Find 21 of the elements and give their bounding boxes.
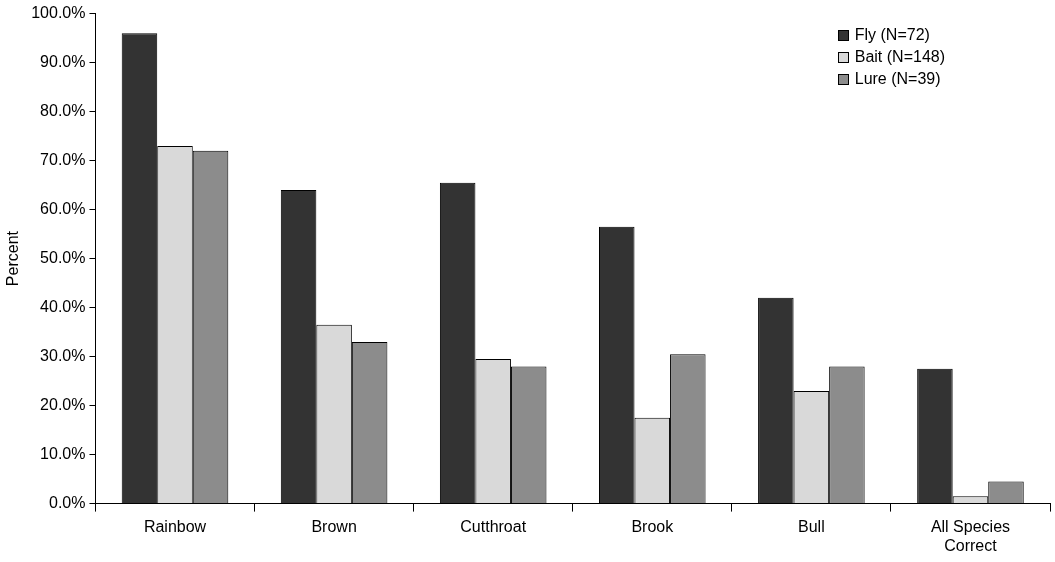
x-tick-label: Brown xyxy=(311,517,357,535)
y-tick-label: 50.0% xyxy=(40,249,86,267)
legend-label: Bait (N=148) xyxy=(854,47,945,67)
y-axis-title: Percent xyxy=(4,230,22,287)
x-tick-label: Cutthroat xyxy=(460,517,527,535)
y-tick-label: 80.0% xyxy=(40,102,86,120)
x-tick-label: Rainbow xyxy=(143,517,207,535)
y-tick-label: 40.0% xyxy=(40,298,86,316)
y-tick-label: 20.0% xyxy=(40,396,86,414)
legend-label: Lure (N=39) xyxy=(854,69,941,89)
y-tick-label: 0.0% xyxy=(49,494,86,512)
x-tick-label: Brook xyxy=(631,517,675,535)
y-tick-label: 70.0% xyxy=(40,151,86,169)
y-tick-label: 30.0% xyxy=(40,347,86,365)
y-tick-label: 60.0% xyxy=(40,200,86,218)
y-tick-label: 90.0% xyxy=(40,53,86,71)
x-tick-label: Bull xyxy=(798,517,825,535)
y-tick-label: 100.0% xyxy=(31,4,86,22)
y-tick-label: 10.0% xyxy=(40,445,86,463)
legend-label: Fly (N=72) xyxy=(854,25,930,45)
x-tick-label: All Species Correct xyxy=(930,517,1011,554)
